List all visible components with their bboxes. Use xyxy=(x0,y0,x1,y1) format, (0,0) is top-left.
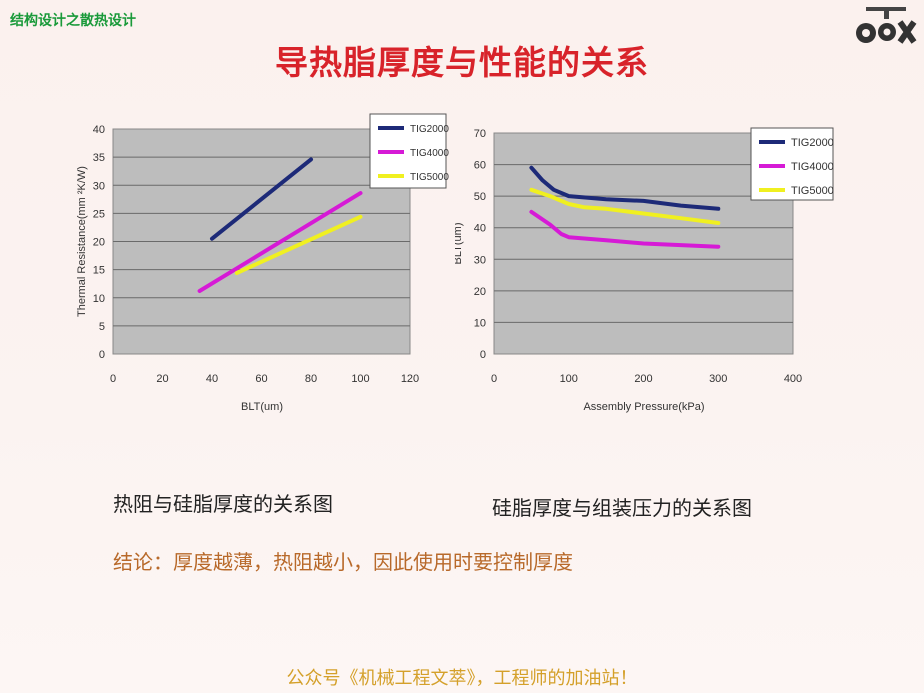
y-axis-label: Thermal Resistance(mm ²K/W) xyxy=(76,166,88,317)
x-tick-label: 200 xyxy=(634,373,652,385)
series-line-tig5000 xyxy=(234,214,363,275)
x-tick-label: 400 xyxy=(784,373,802,385)
y-tick-label: 10 xyxy=(474,317,486,329)
x-tick-label: 120 xyxy=(401,373,419,385)
y-tick-label: 0 xyxy=(99,349,105,361)
y-tick-label: 40 xyxy=(474,223,486,235)
logo-icon xyxy=(856,7,917,44)
y-tick-label: 40 xyxy=(93,124,105,136)
series-line-tig2000 xyxy=(529,165,721,211)
caption-left: 热阻与硅脂厚度的关系图 xyxy=(113,492,333,516)
chart-blt-pressure: 0 10 20 30 40 50 60 70 0 100 200 300 400 Assembly Pre… xyxy=(455,127,834,413)
y-tick-label: 25 xyxy=(93,208,105,220)
page-title: 导热脂厚度与性能的关系 xyxy=(275,43,649,82)
y-tick-label: 35 xyxy=(93,152,105,164)
y-tick-label: 10 xyxy=(93,293,105,305)
conclusion-text: 结论：厚度越薄，热阻越小，因此使用时要控制厚度 xyxy=(113,550,573,574)
x-axis-label: BLT(um) xyxy=(241,401,283,413)
legend-label: TIG2000 xyxy=(791,137,834,149)
y-tick-label: 15 xyxy=(93,265,105,277)
legend-label: TIG4000 xyxy=(791,161,834,173)
y-tick-label: 60 xyxy=(474,160,486,172)
series-line-tig5000 xyxy=(529,187,721,225)
series-line-tig2000 xyxy=(210,157,313,241)
footer-text: 公众号《机械工程文萃》，工程师的加油站！ xyxy=(286,668,638,689)
x-axis-label: Assembly Pressure(kPa) xyxy=(583,401,704,413)
legend-label: TIG5000 xyxy=(791,185,834,197)
x-tick-label: 0 xyxy=(110,373,116,385)
x-tick-label: 20 xyxy=(156,373,168,385)
x-tick-label: 300 xyxy=(709,373,727,385)
y-tick-label: 20 xyxy=(474,286,486,298)
x-tick-label: 0 xyxy=(491,373,497,385)
x-tick-label: 100 xyxy=(351,373,369,385)
series-line-tig4000 xyxy=(529,209,721,249)
y-tick-label: 0 xyxy=(480,349,486,361)
series-line-tig4000 xyxy=(197,191,363,293)
y-tick-label: 20 xyxy=(93,237,105,249)
y-tick-label: 5 xyxy=(99,321,105,333)
y-axis-label: BLT(um) xyxy=(455,223,464,265)
y-tick-label: 30 xyxy=(93,180,105,192)
x-tick-label: 60 xyxy=(255,373,267,385)
y-tick-label: 30 xyxy=(474,254,486,266)
x-tick-label: 80 xyxy=(305,373,317,385)
y-tick-label: 50 xyxy=(474,191,486,203)
chart-thermal-resistance: 0 5 10 15 20 25 30 35 40 0 20 40 60 80 100 120 BLT(um) Th… xyxy=(76,113,449,413)
caption-right: 硅脂厚度与组装压力的关系图 xyxy=(492,496,752,520)
x-tick-label: 100 xyxy=(560,373,578,385)
header-label: 结构设计之散热设计 xyxy=(10,13,136,29)
y-tick-label: 70 xyxy=(474,128,486,140)
legend-label: TIG2000 xyxy=(410,124,449,135)
legend-label: TIG5000 xyxy=(410,172,449,183)
x-tick-label: 40 xyxy=(206,373,218,385)
legend-label: TIG4000 xyxy=(410,148,449,159)
